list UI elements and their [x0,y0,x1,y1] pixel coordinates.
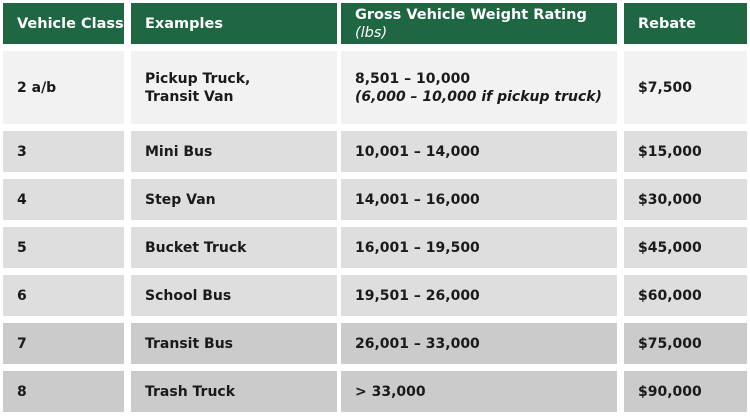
cell-gvwr-row-4: 16,001 – 19,500 [341,227,617,268]
gvwr-value: 14,001 – 16,000 [355,191,480,208]
rebate-value: $90,000 [638,383,702,400]
rebate-value: $45,000 [638,239,702,256]
cell-gvwr-row-2: 10,001 – 14,000 [341,131,617,172]
example-value: Step Van [145,191,216,208]
cell-example-row-2: Mini Bus [131,131,337,172]
rebate-value: $30,000 [638,191,702,208]
class-value: 6 [17,287,27,304]
cell-example-row-4: Bucket Truck [131,227,337,268]
cell-class-row-1: 2 a/b [3,51,124,124]
cell-rebate-row-6: $75,000 [624,323,747,364]
example-value: Trash Truck [145,383,236,400]
cell-example-row-7: Trash Truck [131,371,337,412]
gvwr-value: 19,501 – 26,000 [355,287,480,304]
cell-rebate-row-4: $45,000 [624,227,747,268]
example-value: School Bus [145,287,232,304]
gvwr-note: (6,000 – 10,000 if pickup truck) [355,88,602,105]
header-rebate-label: Rebate [638,15,696,32]
header-gvwr-unit: (lbs) [355,24,388,41]
cell-class-row-4: 5 [3,227,124,268]
header-examples: Examples [131,3,337,44]
cell-rebate-row-5: $60,000 [624,275,747,316]
cell-gvwr-row-7: > 33,000 [341,371,617,412]
class-value: 4 [17,191,27,208]
rebate-value: $15,000 [638,143,702,160]
example-value: Mini Bus [145,143,213,160]
cell-gvwr-row-1: 8,501 – 10,000 (6,000 – 10,000 if pickup… [341,51,617,124]
gvwr-value: > 33,000 [355,383,426,400]
class-value: 5 [17,239,27,256]
cell-class-row-7: 8 [3,371,124,412]
header-gvwr-label: Gross Vehicle Weight Rating (lbs) [355,6,617,42]
cell-rebate-row-1: $7,500 [624,51,747,124]
cell-class-row-5: 6 [3,275,124,316]
gvwr-value: 16,001 – 19,500 [355,239,480,256]
header-rebate: Rebate [624,3,747,44]
cell-example-row-6: Transit Bus [131,323,337,364]
class-value: 8 [17,383,27,400]
cell-example-row-3: Step Van [131,179,337,220]
cell-gvwr-row-6: 26,001 – 33,000 [341,323,617,364]
class-value: 7 [17,335,27,352]
gvwr-value: 10,001 – 14,000 [355,143,480,160]
gvwr-value: 8,501 – 10,000 [355,70,471,87]
rebate-value: $7,500 [638,79,693,96]
header-examples-label: Examples [145,15,223,32]
header-gvwr: Gross Vehicle Weight Rating (lbs) [341,3,617,44]
cell-class-row-2: 3 [3,131,124,172]
class-value: 3 [17,143,27,160]
cell-rebate-row-7: $90,000 [624,371,747,412]
cell-rebate-row-3: $30,000 [624,179,747,220]
header-vehicle-class-label: Vehicle Class [17,15,124,32]
cell-class-row-3: 4 [3,179,124,220]
example-line-1: Pickup Truck, [145,70,251,87]
cell-gvwr-row-3: 14,001 – 16,000 [341,179,617,220]
cell-rebate-row-2: $15,000 [624,131,747,172]
cell-example-row-5: School Bus [131,275,337,316]
example-value: Transit Bus [145,335,233,352]
cell-gvwr-row-5: 19,501 – 26,000 [341,275,617,316]
example-line-2: Transit Van [145,88,234,105]
class-value: 2 a/b [17,79,57,96]
cell-example-row-1: Pickup Truck, Transit Van [131,51,337,124]
gvwr-value: 26,001 – 33,000 [355,335,480,352]
header-gvwr-text: Gross Vehicle Weight Rating [355,6,587,23]
example-value: Bucket Truck [145,239,247,256]
header-vehicle-class: Vehicle Class [3,3,124,44]
cell-class-row-6: 7 [3,323,124,364]
rebate-value: $60,000 [638,287,702,304]
rebate-value: $75,000 [638,335,702,352]
